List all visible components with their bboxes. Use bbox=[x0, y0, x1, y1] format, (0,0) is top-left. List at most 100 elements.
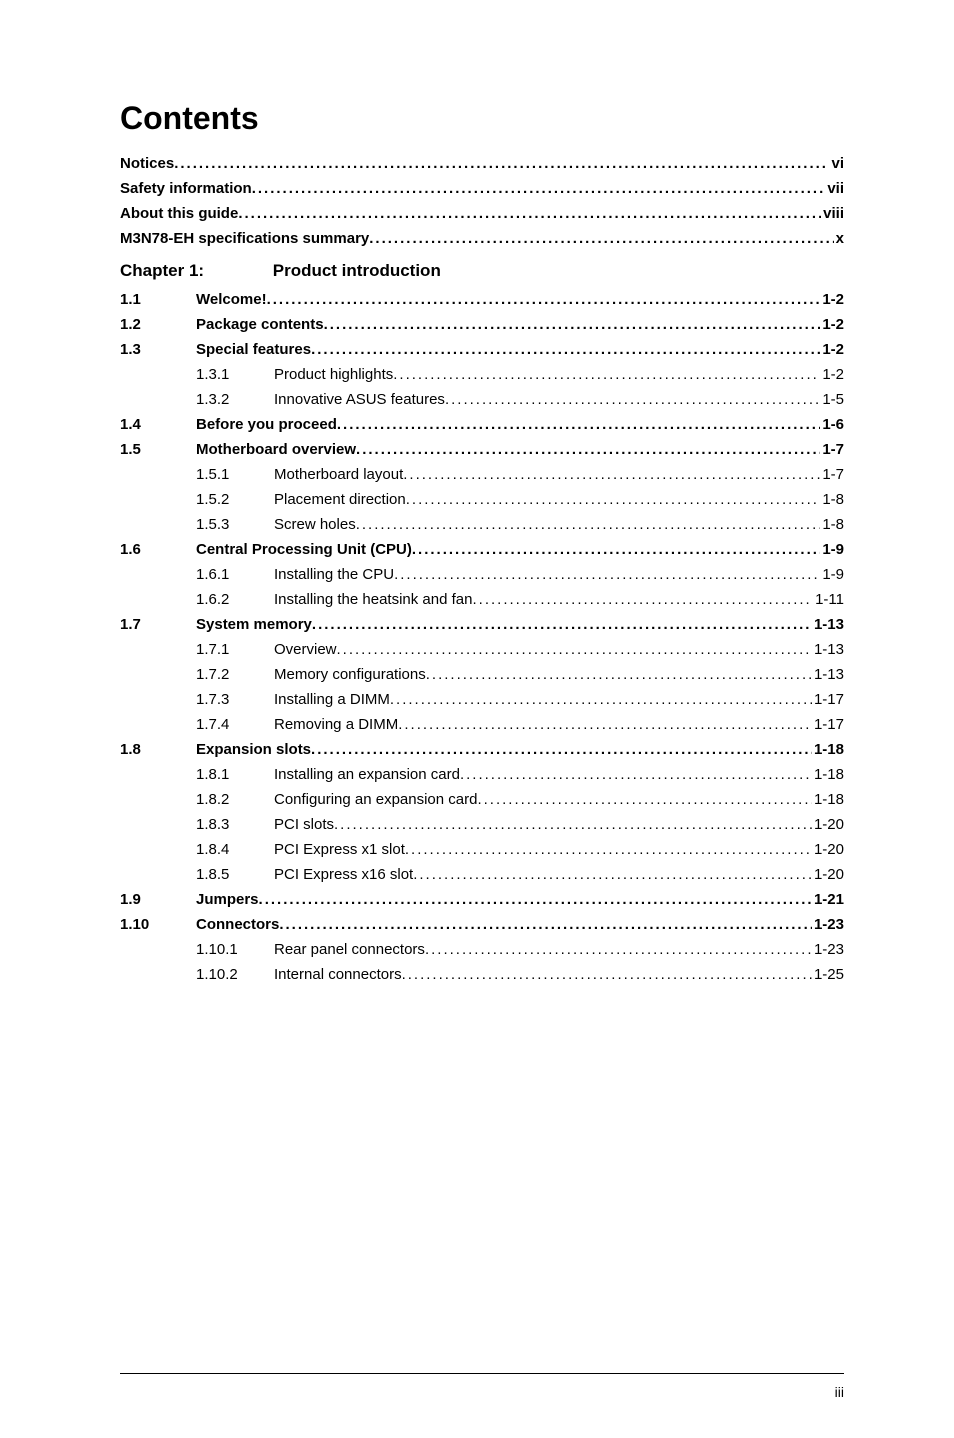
toc-page: 1-11 bbox=[813, 591, 844, 608]
toc-page: 1-21 bbox=[812, 891, 844, 908]
toc-leader-dots bbox=[413, 866, 812, 883]
toc-label: Configuring an expansion card bbox=[274, 791, 477, 808]
toc-row: About this guide viii bbox=[120, 205, 844, 222]
toc-page: 1-25 bbox=[812, 966, 844, 983]
toc-label: Installing the CPU bbox=[274, 566, 394, 583]
toc-label: PCI Express x16 slot bbox=[274, 866, 413, 883]
toc-number: 1.6.1 bbox=[196, 566, 274, 583]
toc-row: 1.8Expansion slots 1-18 bbox=[120, 741, 844, 758]
toc-page: 1-8 bbox=[820, 491, 844, 508]
toc-leader-dots bbox=[337, 416, 820, 433]
toc-row: Notices vi bbox=[120, 155, 844, 172]
chapter-heading: Chapter 1: Product introduction bbox=[120, 261, 844, 281]
toc-label: M3N78-EH specifications summary bbox=[120, 230, 369, 247]
toc-number: 1.3.2 bbox=[196, 391, 274, 408]
toc-leader-dots bbox=[312, 616, 812, 633]
toc-leader-dots bbox=[267, 291, 821, 308]
chapter-title: Product introduction bbox=[273, 261, 441, 280]
toc-page: 1-7 bbox=[820, 466, 844, 483]
toc-page: vii bbox=[825, 180, 844, 197]
toc-label: Rear panel connectors bbox=[274, 941, 425, 958]
page-footer: iii bbox=[120, 1373, 844, 1400]
toc-label: About this guide bbox=[120, 205, 238, 222]
toc-label: Placement direction bbox=[274, 491, 406, 508]
toc-row: Safety information vii bbox=[120, 180, 844, 197]
toc-label: PCI Express x1 slot bbox=[274, 841, 405, 858]
toc-leader-dots bbox=[311, 341, 820, 358]
toc-number: 1.5.2 bbox=[196, 491, 274, 508]
toc-leader-dots bbox=[445, 391, 820, 408]
toc-row: 1.8.3PCI slots 1-20 bbox=[120, 816, 844, 833]
toc-row: 1.7.4Removing a DIMM 1-17 bbox=[120, 716, 844, 733]
toc-leader-dots bbox=[460, 766, 812, 783]
toc-label: Product highlights bbox=[274, 366, 393, 383]
toc-label: Connectors bbox=[196, 916, 279, 933]
toc-label: System memory bbox=[196, 616, 312, 633]
toc-number: 1.8.2 bbox=[196, 791, 274, 808]
toc-page: 1-2 bbox=[820, 291, 844, 308]
toc-label: Jumpers bbox=[196, 891, 259, 908]
toc-label: Notices bbox=[120, 155, 174, 172]
toc-page: 1-9 bbox=[820, 541, 844, 558]
toc-row: M3N78-EH specifications summary x bbox=[120, 230, 844, 247]
toc-leader-dots bbox=[425, 941, 812, 958]
toc-label: Overview bbox=[274, 641, 337, 658]
toc-row: 1.7.2Memory configurations 1-13 bbox=[120, 666, 844, 683]
toc-number: 1.6.2 bbox=[196, 591, 274, 608]
toc-label: Central Processing Unit (CPU) bbox=[196, 541, 412, 558]
toc-label: Motherboard layout bbox=[274, 466, 403, 483]
toc-number: 1.9 bbox=[120, 891, 196, 908]
toc-row: 1.7.3Installing a DIMM 1-17 bbox=[120, 691, 844, 708]
toc-leader-dots bbox=[238, 205, 821, 222]
toc-number: 1.7 bbox=[120, 616, 196, 633]
toc-number: 1.10 bbox=[120, 916, 196, 933]
toc-row: 1.10.2Internal connectors 1-25 bbox=[120, 966, 844, 983]
toc-label: Screw holes bbox=[274, 516, 356, 533]
front-matter-list: Notices vi Safety information vii About th… bbox=[120, 155, 844, 247]
toc-page: 1-6 bbox=[820, 416, 844, 433]
toc-label: Innovative ASUS features bbox=[274, 391, 445, 408]
toc-label: Special features bbox=[196, 341, 311, 358]
toc-row: 1.3.2Innovative ASUS features 1-5 bbox=[120, 391, 844, 408]
toc-leader-dots bbox=[174, 155, 829, 172]
toc-page: 1-13 bbox=[812, 641, 844, 658]
toc-leader-dots bbox=[356, 516, 821, 533]
toc-page: 1-5 bbox=[820, 391, 844, 408]
toc-page: vi bbox=[829, 155, 844, 172]
toc-page: 1-13 bbox=[812, 616, 844, 633]
toc-leader-dots bbox=[393, 366, 820, 383]
toc-page: 1-18 bbox=[812, 791, 844, 808]
toc-label: Package contents bbox=[196, 316, 324, 333]
chapter-label: Chapter 1: bbox=[120, 261, 268, 281]
toc-number: 1.7.4 bbox=[196, 716, 274, 733]
toc-leader-dots bbox=[259, 891, 812, 908]
toc-label: Motherboard overview bbox=[196, 441, 356, 458]
toc-number: 1.1 bbox=[120, 291, 196, 308]
toc-page: 1-18 bbox=[812, 741, 844, 758]
toc-page: x bbox=[834, 230, 844, 247]
toc-leader-dots bbox=[369, 230, 833, 247]
toc-number: 1.6 bbox=[120, 541, 196, 558]
toc-number: 1.5.1 bbox=[196, 466, 274, 483]
toc-leader-dots bbox=[252, 180, 826, 197]
toc-list: 1.1Welcome! 1-21.2Package contents 1-21.… bbox=[120, 291, 844, 983]
toc-row: 1.8.5PCI Express x16 slot 1-20 bbox=[120, 866, 844, 883]
page-title: Contents bbox=[120, 100, 844, 137]
toc-page: 1-23 bbox=[812, 916, 844, 933]
toc-leader-dots bbox=[324, 316, 821, 333]
toc-page: 1-13 bbox=[812, 666, 844, 683]
toc-page: 1-17 bbox=[812, 716, 844, 733]
toc-number: 1.8.3 bbox=[196, 816, 274, 833]
toc-leader-dots bbox=[426, 666, 812, 683]
toc-label: Expansion slots bbox=[196, 741, 311, 758]
toc-leader-dots bbox=[390, 691, 812, 708]
toc-row: 1.8.1Installing an expansion card 1-18 bbox=[120, 766, 844, 783]
toc-row: 1.5.1Motherboard layout 1-7 bbox=[120, 466, 844, 483]
toc-leader-dots bbox=[356, 441, 820, 458]
toc-leader-dots bbox=[311, 741, 812, 758]
toc-row: 1.7System memory 1-13 bbox=[120, 616, 844, 633]
toc-number: 1.3.1 bbox=[196, 366, 274, 383]
toc-page: 1-7 bbox=[820, 441, 844, 458]
toc-row: 1.4Before you proceed 1-6 bbox=[120, 416, 844, 433]
toc-label: Installing the heatsink and fan bbox=[274, 591, 472, 608]
